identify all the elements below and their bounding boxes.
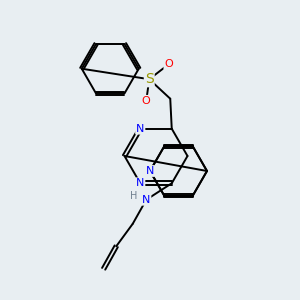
- Text: N: N: [136, 124, 144, 134]
- Text: O: O: [164, 59, 173, 69]
- Text: N: N: [142, 195, 150, 205]
- Text: N: N: [146, 166, 154, 176]
- Text: O: O: [142, 96, 151, 106]
- Text: N: N: [136, 178, 144, 188]
- Text: S: S: [145, 72, 154, 86]
- Text: H: H: [130, 191, 137, 201]
